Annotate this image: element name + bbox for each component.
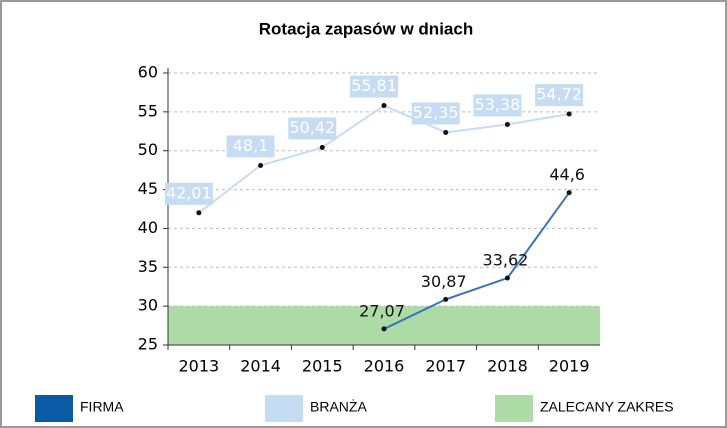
y-tick-label: 25 bbox=[138, 335, 158, 354]
x-tick-label: 2014 bbox=[240, 357, 281, 376]
series-line bbox=[383, 192, 570, 330]
y-tick-label: 45 bbox=[138, 179, 158, 198]
data-point bbox=[504, 121, 510, 127]
data-label-box bbox=[350, 75, 398, 98]
legend-label: ZALECANY ZAKRES bbox=[540, 399, 674, 415]
data-label-box bbox=[226, 135, 275, 158]
data-point bbox=[319, 144, 325, 150]
data-point bbox=[504, 275, 510, 281]
data-point bbox=[381, 103, 387, 109]
data-point bbox=[443, 296, 449, 302]
y-tick-label: 50 bbox=[138, 140, 158, 159]
data-label: 53,38 bbox=[475, 95, 521, 114]
y-tick-label: 30 bbox=[138, 296, 158, 315]
y-tick-label: 40 bbox=[138, 218, 158, 237]
legend-swatch bbox=[35, 395, 73, 422]
data-point bbox=[443, 129, 449, 135]
y-tick-label: 60 bbox=[138, 63, 158, 82]
data-label: 54,72 bbox=[536, 85, 582, 104]
data-point bbox=[566, 111, 572, 117]
legend-label: FIRMA bbox=[80, 399, 124, 415]
x-tick-label: 2015 bbox=[302, 357, 343, 376]
data-label: 52,35 bbox=[413, 103, 459, 122]
data-point bbox=[381, 326, 387, 332]
data-label: 48,1 bbox=[233, 136, 269, 155]
data-label: 50,42 bbox=[289, 118, 335, 137]
y-tick-label: 35 bbox=[138, 257, 158, 276]
x-tick-label: 2018 bbox=[487, 357, 528, 376]
data-label-box bbox=[288, 117, 337, 140]
x-tick-label: 2017 bbox=[425, 357, 466, 376]
data-point bbox=[258, 162, 264, 168]
data-label: 30,87 bbox=[421, 272, 467, 291]
data-label-box bbox=[411, 102, 460, 125]
data-point bbox=[566, 190, 572, 196]
data-label: 55,81 bbox=[351, 76, 397, 95]
data-point bbox=[196, 210, 202, 216]
data-label: 27,07 bbox=[359, 301, 405, 320]
data-label: 42,01 bbox=[166, 183, 212, 202]
legend-label: BRANŻA bbox=[310, 398, 367, 415]
data-label-box bbox=[473, 94, 522, 117]
y-tick-label: 55 bbox=[138, 101, 158, 120]
x-tick-label: 2013 bbox=[178, 357, 219, 376]
legend-swatch bbox=[265, 395, 303, 422]
recommended-range bbox=[168, 306, 600, 345]
x-tick-label: 2019 bbox=[549, 357, 590, 376]
legend-swatch bbox=[495, 395, 533, 422]
data-label-box bbox=[164, 182, 213, 205]
data-label: 44,6 bbox=[549, 165, 585, 184]
x-tick-label: 2016 bbox=[364, 357, 405, 376]
chart-title: Rotacja zapasów w dniach bbox=[259, 19, 473, 38]
data-label: 33,62 bbox=[483, 251, 529, 270]
data-label-box bbox=[535, 84, 584, 107]
